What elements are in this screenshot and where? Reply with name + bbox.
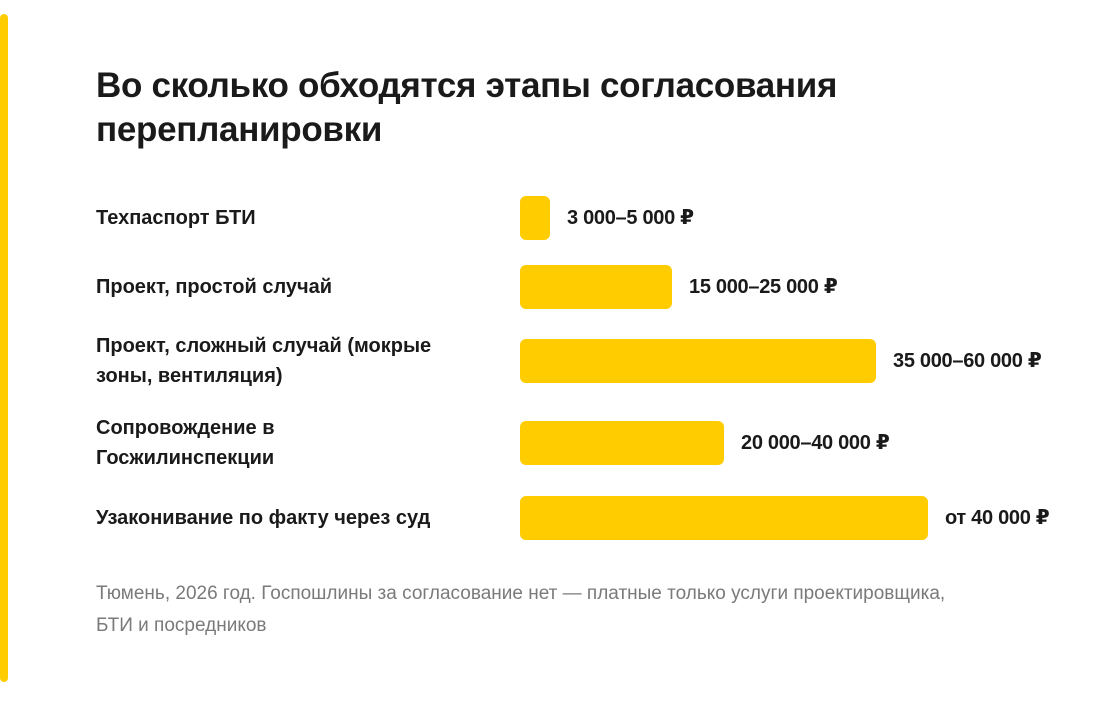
value-label: 3 000–5 000 ₽ bbox=[567, 207, 694, 229]
bar bbox=[520, 421, 724, 465]
accent-stripe bbox=[0, 14, 8, 682]
category-label: Проект, сложный случай (мокрые зоны, вен… bbox=[96, 335, 432, 387]
value-label: 20 000–40 000 ₽ bbox=[741, 432, 890, 454]
category-label: Сопровождение в Госжилинспекции bbox=[96, 417, 275, 469]
bar bbox=[520, 496, 928, 540]
value-label: от 40 000 ₽ bbox=[945, 507, 1050, 529]
category-label: Узаконивание по факту через суд bbox=[96, 507, 431, 529]
category-label: Проект, простой случай bbox=[96, 276, 333, 298]
bar bbox=[520, 265, 672, 309]
chart-footnote: Тюмень, 2026 год. Госпошлины за согласов… bbox=[96, 583, 946, 636]
chart-title: Во сколько обходятся этапы согласования … bbox=[96, 66, 838, 149]
value-label: 35 000–60 000 ₽ bbox=[893, 350, 1042, 372]
bar bbox=[520, 196, 550, 240]
bar bbox=[520, 339, 876, 383]
value-label: 15 000–25 000 ₽ bbox=[689, 276, 838, 298]
category-label: Техпаспорт БТИ bbox=[96, 207, 256, 229]
